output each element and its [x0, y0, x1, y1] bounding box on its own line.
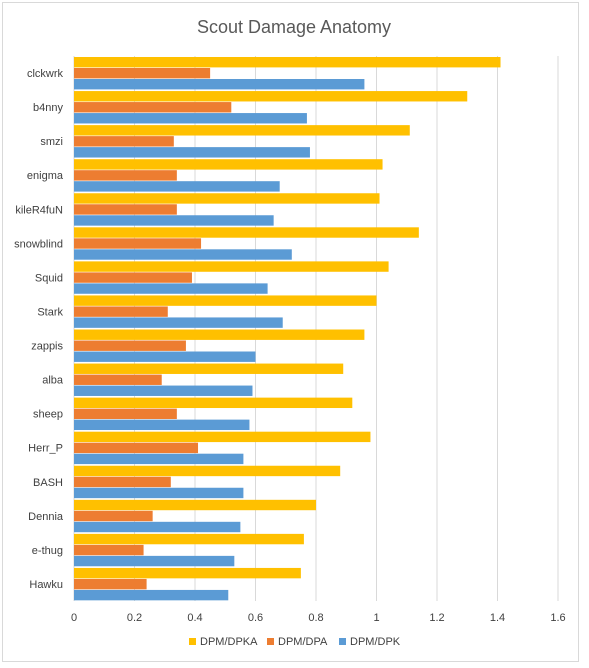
x-tick-label: 1.2: [429, 612, 444, 624]
bar-dpm-dpa: [74, 408, 177, 420]
bar-dpm-dpka: [74, 125, 410, 136]
bar-dpm-dpka: [74, 465, 341, 477]
bar-dpm-dpa: [74, 238, 202, 249]
x-tick-label: 0.6: [248, 612, 263, 624]
bar-dpm-dpa: [74, 68, 211, 79]
category-label: enigma: [27, 170, 64, 182]
bar-dpm-dpka: [74, 329, 365, 340]
bars: [74, 57, 501, 601]
bar-dpm-dpka: [74, 499, 316, 511]
category-label: sheep: [33, 409, 63, 421]
category-label: snowblind: [14, 238, 63, 250]
legend: DPM/DPKA DPM/DPA DPM/DPK: [189, 636, 401, 648]
bar-dpm-dpa: [74, 272, 192, 283]
bar-dpm-dpk: [74, 385, 253, 396]
bar-dpm-dpka: [74, 57, 501, 68]
category-label: b4nny: [33, 102, 63, 114]
x-tick-labels: 0 0.2 0.4 0.6 0.8 1 1.2 1.4 1.6: [71, 612, 566, 624]
category-label: BASH: [33, 477, 63, 489]
bar-dpm-dpa: [74, 102, 232, 113]
category-label: Herr_P: [28, 443, 63, 455]
x-tick-label: 0.4: [187, 612, 202, 624]
bar-dpm-dpk: [74, 419, 250, 431]
legend-swatch: [267, 638, 274, 645]
bar-dpm-dpa: [74, 442, 199, 454]
bar-dpm-dpk: [74, 317, 283, 328]
category-label: zappis: [31, 341, 63, 353]
legend-label: DPM/DPA: [278, 636, 328, 648]
bar-dpm-dpk: [74, 283, 268, 294]
bar-dpm-dpk: [74, 589, 229, 601]
bar-dpm-dpk: [74, 147, 310, 158]
bar-dpm-dpa: [74, 476, 171, 488]
category-label: e-thug: [32, 545, 63, 557]
bar-dpm-dpk: [74, 487, 244, 499]
bar-dpm-dpa: [74, 510, 153, 522]
category-label: alba: [42, 375, 64, 387]
bar-dpm-dpk: [74, 521, 241, 533]
legend-label: DPM/DPKA: [200, 636, 258, 648]
legend-swatch: [339, 638, 346, 645]
bar-dpm-dpka: [74, 533, 304, 545]
x-tick-label: 1.6: [550, 612, 565, 624]
category-label: smzi: [40, 136, 63, 148]
bar-dpm-dpk: [74, 453, 244, 465]
bar-dpm-dpa: [74, 578, 147, 590]
bar-dpm-dpk: [74, 215, 274, 226]
bar-dpm-dpka: [74, 363, 344, 374]
bar-dpm-dpka: [74, 227, 419, 238]
x-tick-label: 0: [71, 612, 77, 624]
legend-swatch: [189, 638, 196, 645]
bar-dpm-dpk: [74, 351, 256, 362]
x-tick-label: 0.2: [127, 612, 142, 624]
category-label: clckwrk: [27, 68, 64, 80]
bar-dpm-dpk: [74, 113, 307, 124]
bar-dpm-dpa: [74, 136, 174, 147]
bar-dpm-dpka: [74, 91, 468, 102]
category-labels: clckwrk b4nny smzi enigma kileR4fuN snowblind…: [14, 68, 64, 591]
bar-dpm-dpa: [74, 306, 168, 317]
bar-dpm-dpk: [74, 249, 292, 260]
category-label: kileR4fuN: [15, 204, 63, 216]
x-tick-label: 1.4: [490, 612, 505, 624]
bar-dpm-dpka: [74, 159, 383, 170]
bar-dpm-dpka: [74, 295, 377, 306]
bar-dpm-dpka: [74, 261, 389, 272]
legend-label: DPM/DPK: [350, 636, 401, 648]
x-tick-label: 0.8: [308, 612, 323, 624]
bar-dpm-dpka: [74, 567, 301, 579]
chart-title: Scout Damage Anatomy: [197, 17, 391, 37]
bar-dpm-dpa: [74, 204, 177, 215]
bar-dpm-dpa: [74, 374, 162, 385]
x-tick-label: 1: [373, 612, 379, 624]
bar-dpm-dpa: [74, 170, 177, 181]
category-label: Dennia: [28, 511, 64, 523]
bar-dpm-dpk: [74, 555, 235, 567]
category-label: Hawku: [29, 579, 63, 591]
bar-dpm-dpka: [74, 193, 380, 204]
category-label: Squid: [35, 272, 63, 284]
category-label: Stark: [37, 306, 63, 318]
bar-dpm-dpka: [74, 431, 371, 443]
bar-dpm-dpa: [74, 340, 186, 351]
bar-dpm-dpk: [74, 181, 280, 192]
bar-dpm-dpa: [74, 544, 144, 556]
bar-dpm-dpk: [74, 79, 365, 90]
bar-dpm-dpka: [74, 397, 353, 409]
